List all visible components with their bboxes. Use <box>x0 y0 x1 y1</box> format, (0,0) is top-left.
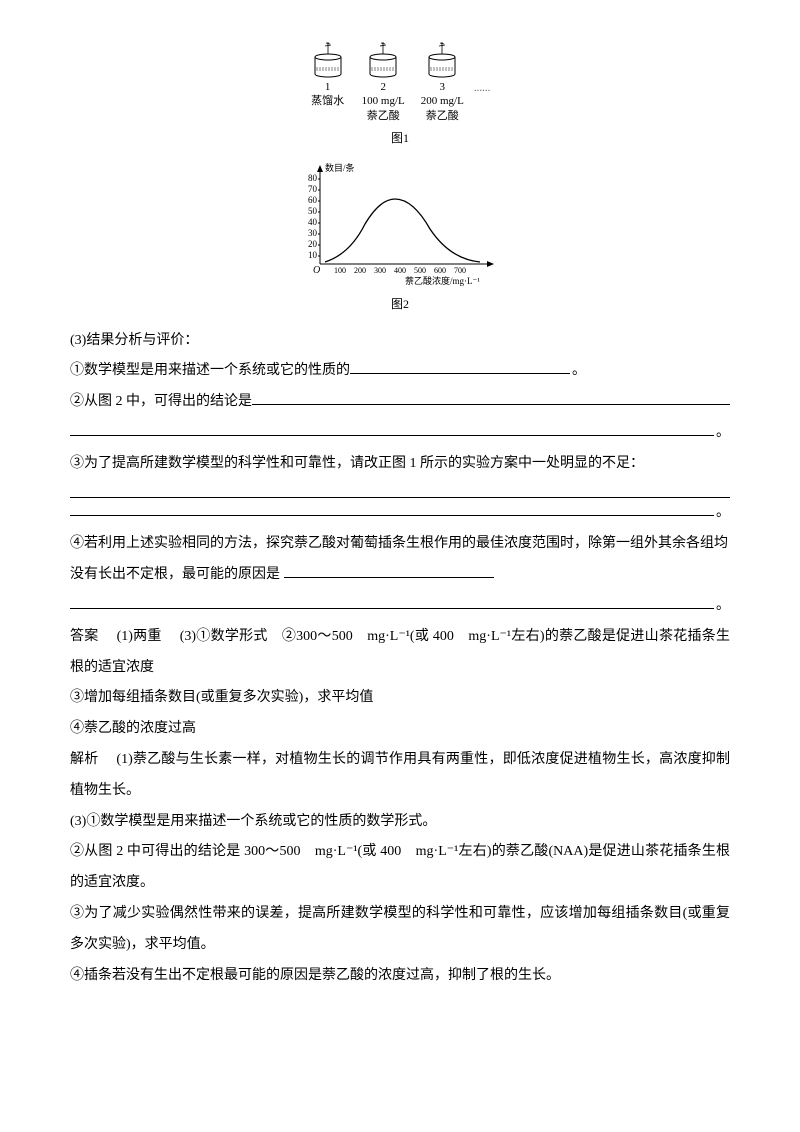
q3-3-text: ③为了提高所建数学模型的科学性和可靠性，请改正图 1 所示的实验方案中一处明显的… <box>70 449 730 480</box>
svg-text:10: 10 <box>308 250 318 260</box>
figure-2: 数目/条 80 70 60 50 40 30 20 10 100 200 300… <box>70 159 730 289</box>
chart-svg: 数目/条 80 70 60 50 40 30 20 10 100 200 300… <box>295 159 505 289</box>
blank <box>284 564 494 578</box>
beaker-icon <box>365 40 401 80</box>
svg-text:300: 300 <box>374 266 386 275</box>
svg-text:200: 200 <box>354 266 366 275</box>
beaker-2: 2 100 mg/L 萘乙酸 <box>362 40 405 123</box>
svg-text:50: 50 <box>308 206 318 216</box>
blank <box>70 418 714 436</box>
beaker-icon <box>424 40 460 80</box>
q3-heading: (3)结果分析与评价： <box>70 326 730 357</box>
exp-label: 解析 <box>70 752 98 767</box>
svg-text:20: 20 <box>308 239 318 249</box>
blank <box>252 387 730 405</box>
svg-text:O: O <box>313 265 320 276</box>
beaker-label-line1: 200 mg/L <box>421 94 464 108</box>
svg-text:60: 60 <box>308 195 318 205</box>
beaker-1: 1 蒸馏水 <box>310 40 346 123</box>
q3-4-blank2: 。 <box>70 591 730 622</box>
ellipsis: ...... <box>474 76 491 100</box>
period: 。 <box>716 498 730 529</box>
beaker-num: 3 <box>440 80 446 94</box>
x-axis-label: 萘乙酸浓度/mg·L⁻¹ <box>405 275 480 286</box>
svg-text:500: 500 <box>414 266 426 275</box>
exp-3-1: (3)①数学模型是用来描述一个系统或它的性质的数学形式。 <box>70 807 730 838</box>
svg-text:40: 40 <box>308 217 318 227</box>
exp-3-2: ②从图 2 中可得出的结论是 300～500 mg·L⁻¹(或 400 mg·L… <box>70 837 730 899</box>
q3-1-text: ①数学模型是用来描述一个系统或它的性质的 <box>70 356 350 387</box>
svg-text:600: 600 <box>434 266 446 275</box>
figure2-label: 图2 <box>70 291 730 317</box>
q3-3-blank1 <box>70 480 730 498</box>
beaker-num: 2 <box>380 80 386 94</box>
period: 。 <box>716 418 730 449</box>
exp-1: (1)萘乙酸与生长素一样，对植物生长的调节作用具有两重性，即低浓度促进植物生长，… <box>70 752 730 798</box>
q3-2-line2: 。 <box>70 418 730 449</box>
ans-1: (1)两重 <box>117 629 162 644</box>
beaker-num: 1 <box>325 80 331 94</box>
y-ticks: 80 70 60 50 40 30 20 10 <box>308 173 320 260</box>
beaker-3: 3 200 mg/L 萘乙酸 <box>421 40 464 123</box>
ans-3-4: ④萘乙酸的浓度过高 <box>70 714 730 745</box>
q3-2-line1: ②从图 2 中，可得出的结论是 <box>70 387 730 418</box>
svg-text:30: 30 <box>308 228 318 238</box>
svg-text:100: 100 <box>334 266 346 275</box>
blank <box>70 591 714 609</box>
explanation-block: 解析 (1)萘乙酸与生长素一样，对植物生长的调节作用具有两重性，即低浓度促进植物… <box>70 745 730 807</box>
answer-block: 答案 (1)两重 (3)①数学形式 ②300～500 mg·L⁻¹(或 400 … <box>70 622 730 684</box>
svg-text:80: 80 <box>308 173 318 183</box>
answer-label: 答案 <box>70 629 99 644</box>
q3-3-blank2: 。 <box>70 498 730 529</box>
ans-3-1: (3)①数学形式 ②300～500 mg·L⁻¹(或 400 mg·L⁻¹左右)… <box>70 629 730 675</box>
beaker-label-line1: 100 mg/L <box>362 94 405 108</box>
exp-3-4: ④插条若没有生出不定根最可能的原因是萘乙酸的浓度过高，抑制了根的生长。 <box>70 961 730 992</box>
curve <box>325 199 480 262</box>
y-axis-label: 数目/条 <box>325 162 355 173</box>
beaker-label-line2: 萘乙酸 <box>426 109 459 123</box>
blank <box>70 480 730 498</box>
beaker-label-line1: 蒸馏水 <box>311 94 344 108</box>
exp-3-3: ③为了减少实验偶然性带来的误差，提高所建数学模型的科学性和可靠性，应该增加每组插… <box>70 899 730 961</box>
blank <box>350 360 570 374</box>
svg-text:700: 700 <box>454 266 466 275</box>
svg-text:400: 400 <box>394 266 406 275</box>
figure-1: 1 蒸馏水 2 100 mg/L 萘乙酸 3 200 mg/L 萘乙酸 ....… <box>70 40 730 123</box>
ans-3-3: ③增加每组插条数目(或重复多次实验)，求平均值 <box>70 683 730 714</box>
x-ticks: 100 200 300 400 500 600 700 <box>334 266 466 275</box>
q3-4-block: ④若利用上述实验相同的方法，探究萘乙酸对葡萄插条生根作用的最佳浓度范围时，除第一… <box>70 529 730 591</box>
period: 。 <box>716 591 730 622</box>
beaker-icon <box>310 40 346 80</box>
figure1-label: 图1 <box>70 125 730 151</box>
blank <box>70 498 714 516</box>
svg-text:70: 70 <box>308 184 318 194</box>
period: 。 <box>572 356 586 387</box>
q3-1-line: ①数学模型是用来描述一个系统或它的性质的 。 <box>70 356 730 387</box>
beaker-label-line2: 萘乙酸 <box>367 109 400 123</box>
q3-2-text: ②从图 2 中，可得出的结论是 <box>70 387 252 418</box>
